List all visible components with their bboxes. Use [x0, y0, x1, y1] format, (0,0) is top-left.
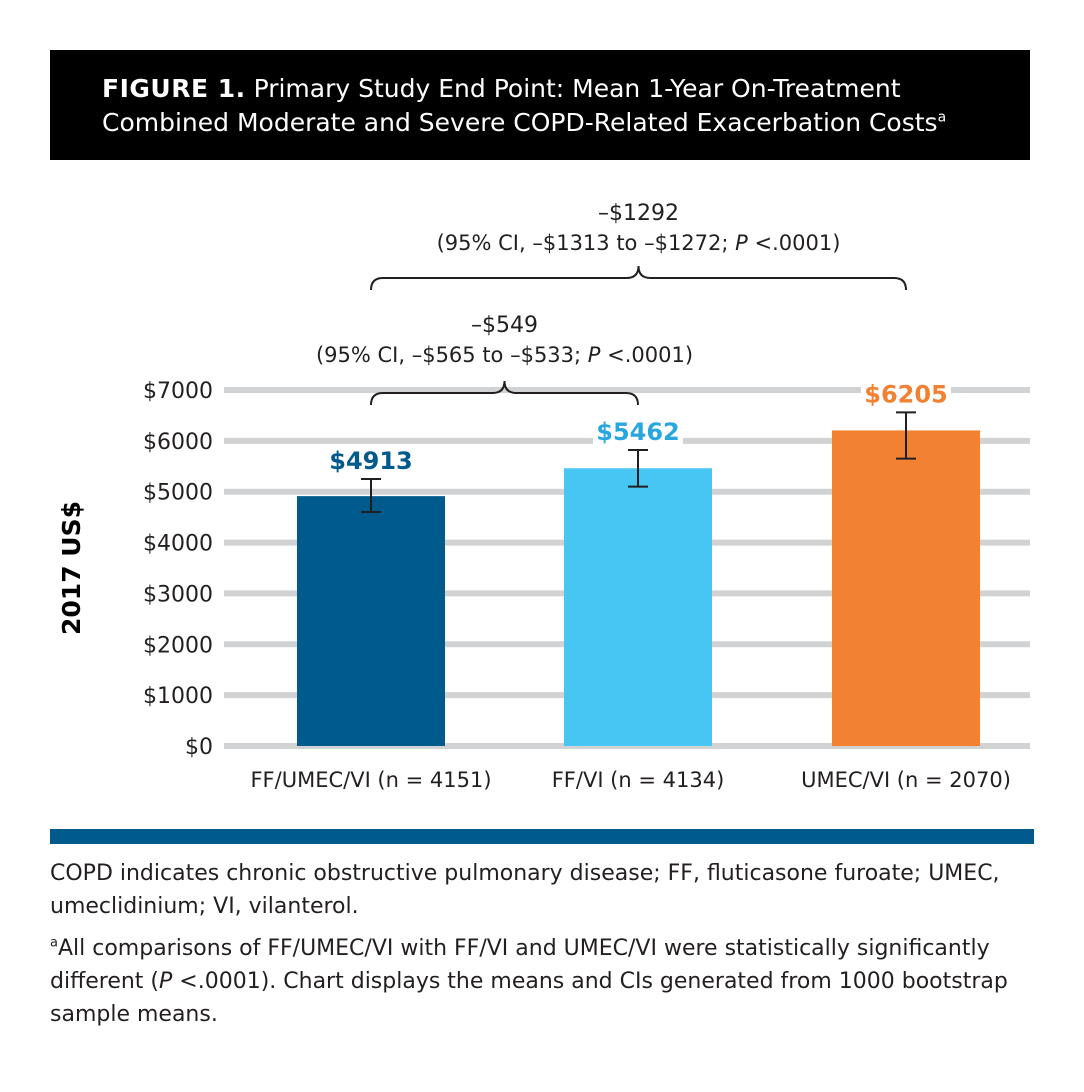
comparison-1-ci: (95% CI, –$565 to –$533; P <.0001)	[316, 343, 693, 367]
category-label: UMEC/VI (n = 2070)	[801, 768, 1011, 792]
divider-rule	[50, 829, 1034, 844]
comparison-2-ci: (95% CI, –$1313 to –$1272; P <.0001)	[437, 231, 841, 255]
value-label-bg	[861, 378, 951, 409]
bar-chart: $0 $1000 $2000 $3000 $4000 $5000 $6000 $7000 201…	[57, 201, 1030, 792]
comparison-1-difference: –$549	[471, 313, 538, 338]
figure-header: FIGURE 1. Primary Study End Point: Mean …	[50, 50, 1030, 160]
figure-title-line-2: Combined Moderate and Severe COPD-Relate…	[102, 106, 1030, 140]
statistical-note: aAll comparisons of FF/UMEC/VI with FF/V…	[50, 932, 1030, 1031]
figure-label: FIGURE 1.	[102, 74, 246, 103]
y-tick-label: $2000	[143, 633, 213, 658]
comparison-1-brace	[370, 380, 639, 406]
bar	[564, 468, 712, 746]
footnote-marker: a	[50, 935, 58, 951]
bar	[297, 496, 445, 746]
y-tick-label: $4000	[143, 532, 213, 557]
figure-title-1: Primary Study End Point: Mean 1-Year On-…	[245, 74, 901, 103]
statistical-note-p: P	[159, 969, 173, 994]
figure-title-2: Combined Moderate and Severe COPD-Relate…	[102, 108, 938, 137]
value-label: $4913	[329, 447, 413, 475]
value-label-bg	[326, 445, 416, 475]
abbreviations-note: COPD indicates chronic obstructive pulmo…	[50, 861, 1000, 919]
bar	[832, 430, 980, 746]
value-label: $5462	[596, 418, 680, 446]
category-label: FF/UMEC/VI (n = 4151)	[250, 768, 491, 792]
figure-title-line-1: FIGURE 1. Primary Study End Point: Mean …	[102, 72, 1030, 106]
statistical-note-text-2: <.0001). Chart displays the means and CI…	[50, 969, 1008, 1027]
statistical-note-text-1: All comparisons of FF/UMEC/VI with FF/VI…	[50, 936, 990, 994]
y-tick-label: $1000	[143, 684, 213, 709]
y-axis-label: 2017 US$	[57, 501, 86, 635]
y-tick-label: $0	[185, 735, 213, 760]
y-tick-label: $3000	[143, 582, 213, 607]
y-tick-label: $6000	[143, 430, 213, 455]
value-label: $6205	[864, 380, 948, 408]
category-label: FF/VI (n = 4134)	[552, 768, 725, 792]
y-tick-label: $7000	[143, 379, 213, 404]
value-label-bg	[593, 416, 683, 447]
y-tick-label: $5000	[143, 481, 213, 506]
comparison-2-brace	[370, 265, 907, 291]
comparison-2-difference: –$1292	[598, 201, 679, 226]
figure-title-footnote-marker: a	[937, 109, 947, 126]
